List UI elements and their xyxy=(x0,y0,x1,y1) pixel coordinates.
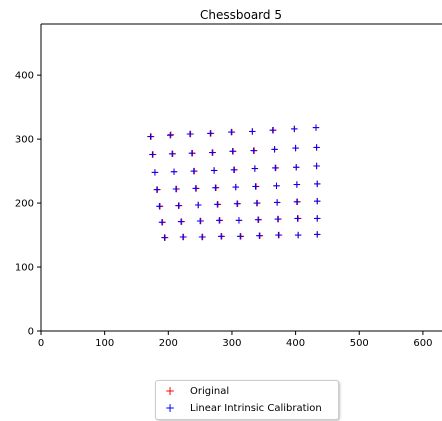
data-point xyxy=(188,149,196,157)
data-point xyxy=(170,168,178,175)
data-point xyxy=(254,216,262,223)
data-point xyxy=(314,215,321,222)
x-tick-label: 600 xyxy=(413,338,432,349)
data-point xyxy=(275,231,282,239)
data-point xyxy=(207,130,214,137)
data-point xyxy=(175,202,182,209)
data-point xyxy=(195,201,202,209)
data-point xyxy=(186,130,194,138)
y-tick-label: 300 xyxy=(15,135,34,146)
data-point xyxy=(147,133,154,140)
data-point xyxy=(273,199,281,206)
x-tick-label: 300 xyxy=(222,338,241,349)
chart-title: Chessboard 5 xyxy=(200,8,282,22)
plot-axes xyxy=(40,23,442,332)
y-tick-label: 200 xyxy=(15,199,34,210)
data-point xyxy=(313,144,320,151)
x-tick-label: 200 xyxy=(159,338,178,349)
data-point xyxy=(291,125,298,133)
data-point xyxy=(210,167,218,174)
x-axis-ticks: 0 100 200 300 400 500 600 xyxy=(38,331,432,349)
data-point xyxy=(217,233,225,240)
legend-entry-original: + Original xyxy=(162,383,229,399)
x-tick-label: 100 xyxy=(95,338,114,349)
legend-marker-original: + xyxy=(164,384,176,398)
data-point xyxy=(251,165,259,172)
data-point xyxy=(168,150,176,158)
x-tick-label: 400 xyxy=(286,338,305,349)
y-tick-label: 400 xyxy=(15,71,34,82)
data-point xyxy=(192,185,199,192)
data-point xyxy=(272,164,279,172)
data-point xyxy=(312,124,320,131)
data-point xyxy=(233,200,241,207)
data-point xyxy=(314,197,321,205)
data-point xyxy=(214,201,221,208)
y-tick-label: 0 xyxy=(28,327,34,338)
data-point xyxy=(153,186,161,193)
legend-label-original: Original xyxy=(190,385,230,397)
data-point xyxy=(292,144,299,152)
data-point xyxy=(293,181,301,188)
data-point xyxy=(294,231,302,239)
data-point xyxy=(274,215,281,223)
series-0 xyxy=(147,124,321,241)
data-point xyxy=(293,164,300,171)
data-point xyxy=(228,128,235,136)
data-point xyxy=(167,132,174,139)
data-point xyxy=(269,126,276,134)
data-point xyxy=(156,203,163,210)
data-point xyxy=(229,148,236,155)
data-point xyxy=(313,162,320,170)
plot-points xyxy=(147,124,321,241)
legend-marker-linear: + xyxy=(164,401,176,415)
data-point xyxy=(161,234,168,241)
data-point xyxy=(314,231,321,238)
data-point xyxy=(273,182,280,190)
data-point xyxy=(249,128,256,135)
legend-entry-linear: + Linear Intrinsic Calibration xyxy=(162,400,322,416)
data-point xyxy=(177,218,185,225)
data-point xyxy=(252,183,259,190)
data-point xyxy=(167,131,175,138)
data-point xyxy=(196,217,204,225)
data-point xyxy=(149,151,156,158)
data-point xyxy=(293,198,301,206)
data-point xyxy=(230,166,238,174)
x-tick-label: 0 xyxy=(38,338,44,349)
data-point xyxy=(256,232,263,239)
data-point xyxy=(314,180,321,188)
data-point xyxy=(216,217,223,224)
data-point xyxy=(232,183,239,191)
series-1 xyxy=(147,124,321,241)
data-point xyxy=(198,233,206,241)
data-point xyxy=(158,219,166,226)
chart-legend: + Original + Linear Intrinsic Calibratio… xyxy=(155,380,339,420)
x-tick-label: 500 xyxy=(350,338,369,349)
data-point xyxy=(209,149,216,156)
data-point xyxy=(237,233,244,240)
y-axis-ticks: 0 100 200 300 400 xyxy=(15,71,41,338)
data-point xyxy=(250,147,257,154)
data-point xyxy=(172,185,180,193)
data-point xyxy=(179,233,187,241)
data-point xyxy=(253,199,260,207)
data-point xyxy=(190,167,197,175)
data-point xyxy=(294,215,301,222)
data-point xyxy=(235,217,243,224)
data-point xyxy=(271,146,278,153)
legend-label-linear: Linear Intrinsic Calibration xyxy=(190,402,322,414)
data-point xyxy=(151,169,159,176)
y-tick-label: 100 xyxy=(15,263,34,274)
data-point xyxy=(212,184,219,191)
